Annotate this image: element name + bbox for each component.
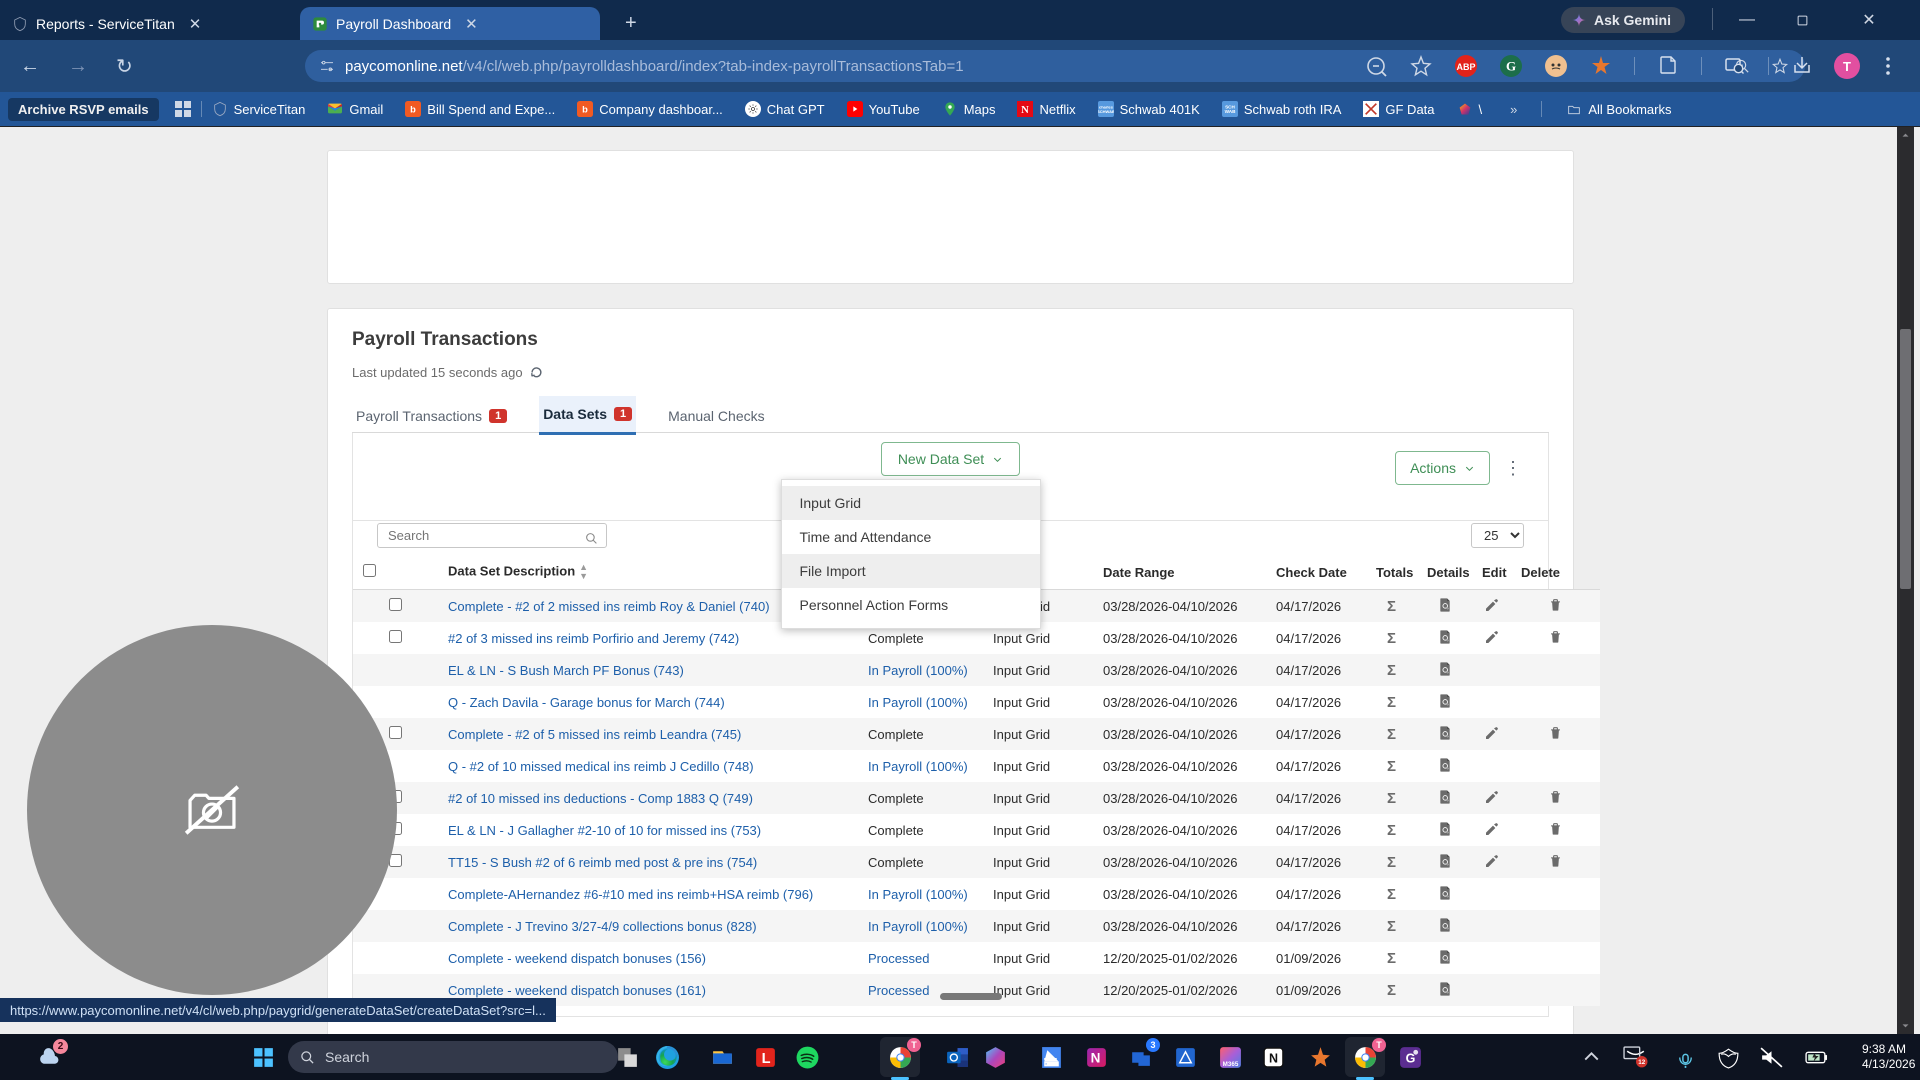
- svg-text:N: N: [1022, 105, 1030, 116]
- svg-text:G: G: [1506, 59, 1516, 74]
- svg-text:b: b: [410, 104, 416, 114]
- svg-text:N: N: [1090, 1050, 1100, 1065]
- svg-text:12: 12: [1638, 1059, 1645, 1066]
- svg-text:ABP: ABP: [1456, 62, 1475, 72]
- svg-text:WAB: WAB: [1224, 109, 1236, 114]
- svg-text:b: b: [582, 104, 588, 114]
- svg-text:N: N: [1268, 1051, 1277, 1065]
- svg-text:M365: M365: [1222, 1060, 1238, 1067]
- svg-text:L: L: [761, 1051, 770, 1067]
